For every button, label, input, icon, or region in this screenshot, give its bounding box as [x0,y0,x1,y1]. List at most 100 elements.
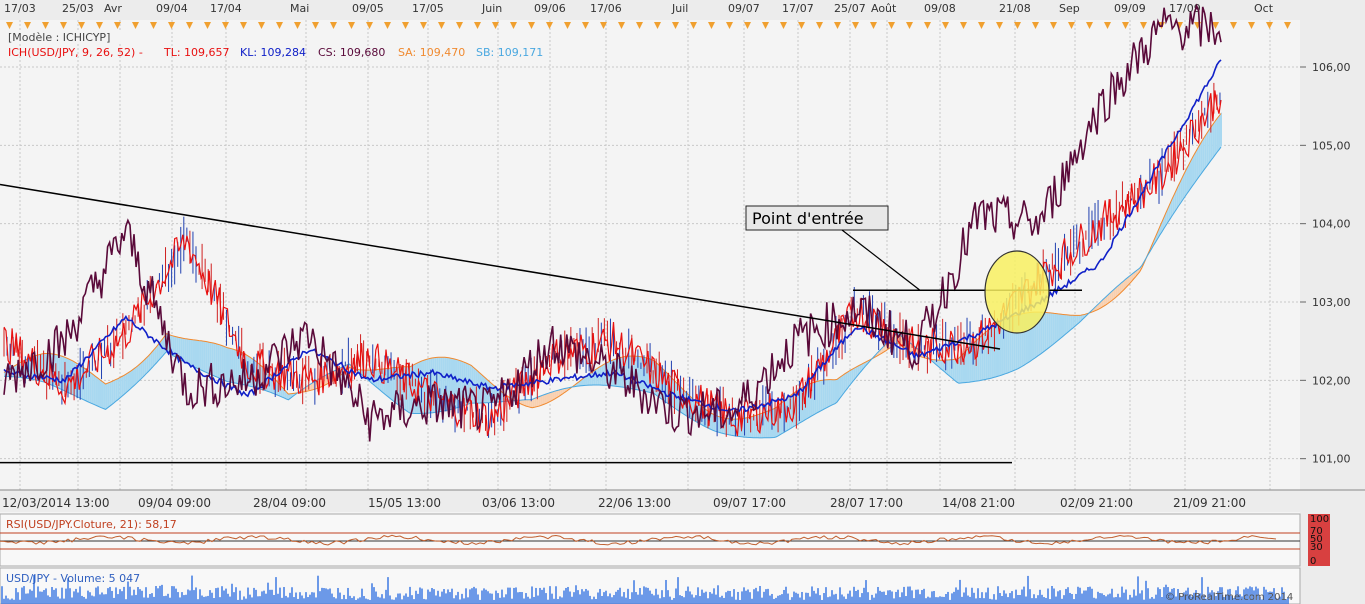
period-marker [942,22,949,29]
cloud-segment [142,360,145,378]
cloud-segment [152,349,155,368]
cloud-segment [717,415,720,433]
cloud-segment [1176,185,1179,210]
cloud-segment [828,379,831,407]
bottom-date-label: 02/09 21:00 [1060,496,1133,510]
cloud-segment [1119,282,1122,295]
cloud-segment [542,394,545,405]
cloud-segment [995,323,998,377]
cloud-segment [1212,121,1215,158]
cloud-segment [554,390,557,400]
top-date-label: Juin [481,2,502,15]
cloud-segment [180,337,183,362]
period-marker [1266,22,1273,29]
cloud-segment [822,379,825,410]
cloud-segment [826,379,829,408]
period-marker [618,22,625,29]
rsi-axis-label: 70 [1310,526,1323,537]
period-marker [510,22,517,29]
period-marker [150,22,157,29]
cloud-segment [91,373,94,405]
cloud-segment [1194,150,1197,183]
period-marker [924,22,931,29]
cloud-segment [1204,133,1207,169]
cloud-segment [99,379,102,408]
period-marker [330,22,337,29]
y-tick-label: 103,00 [1312,296,1351,309]
entry-highlight-ellipse [984,250,1050,334]
cloud-segment [148,353,151,372]
period-marker [744,22,751,29]
cloud-segment [1044,312,1047,352]
cloud-segment [101,380,104,409]
top-date-label: 09/04 [156,2,188,15]
top-date-label: Mai [290,2,309,15]
cloud-segment [215,343,218,378]
cloud-segment [851,368,854,384]
cloud-segment [983,332,986,380]
period-marker [366,22,373,29]
cloud-segment [115,378,118,402]
cloud-segment [820,380,823,411]
cloud-segment [751,416,754,438]
rsi-panel [0,513,1301,567]
volume-bars [1,574,1289,604]
y-tick-label: 101,00 [1312,453,1351,466]
cloud-segment [89,371,92,404]
legend-bg [5,30,125,44]
period-marker [204,22,211,29]
cloud-segment [1050,312,1053,347]
main-plot-bg [0,0,1300,490]
cloud-segment [550,391,553,402]
y-tick-label: 105,00 [1312,139,1351,152]
cloud-segment [1192,153,1195,186]
cloud-segment [1060,314,1063,339]
cloud-segment [217,344,220,379]
top-date-label: Août [871,2,897,15]
cloud-segment [1058,313,1061,341]
cloud-segment [377,369,380,391]
period-marker [1284,22,1291,29]
cloud-segment [1113,288,1116,300]
bottom-date-label: 28/04 09:00 [253,496,326,510]
cloud-segment [564,388,567,393]
cloud-segment [1056,313,1059,342]
cloud-segment [138,363,141,382]
cloud-segment [150,351,153,370]
cloud-segment [97,377,100,407]
cloud-segment [467,363,470,405]
cloud-segment [863,362,866,369]
period-marker [1140,22,1147,29]
cloud-segment [113,379,116,404]
cloud-segment [144,358,147,376]
cloud-segment [849,369,852,387]
cloud-segment [1180,177,1183,204]
cloud-segment [940,360,943,371]
kl-value: KL: 109,284 [240,46,306,59]
cloud-segment [1170,198,1173,219]
sb-value: SB: 109,171 [476,46,543,59]
period-marker [384,22,391,29]
top-date-label: Oct [1254,2,1274,15]
period-marker [546,22,553,29]
period-marker [186,22,193,29]
cloud-segment [107,382,110,408]
top-date-label: Sep [1059,2,1080,15]
cloud-segment [290,393,293,399]
period-marker [42,22,49,29]
period-marker [1104,22,1111,29]
cloud-segment [576,381,579,387]
cloud-segment [969,345,972,383]
senkou-b-line [4,146,1222,439]
cloud-segment [93,374,96,406]
period-marker [564,22,571,29]
cloud-segment [1210,124,1213,161]
cloud-segment [160,339,163,359]
cloud-segment [483,376,486,403]
period-marker [690,22,697,29]
cloud-segment [956,358,959,384]
cs-value: CS: 109,680 [318,46,385,59]
ichimoku-label: ICH(USD/JPY, 9, 26, 52) - [8,46,143,59]
cloud-segment [387,368,391,399]
